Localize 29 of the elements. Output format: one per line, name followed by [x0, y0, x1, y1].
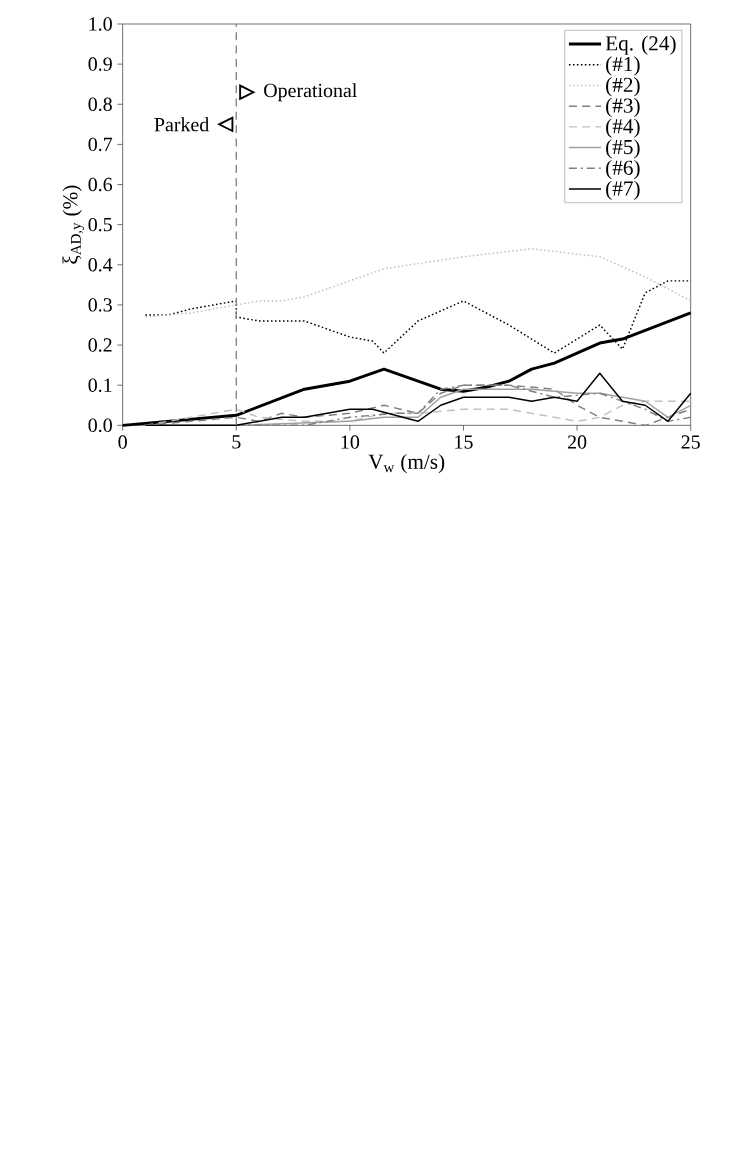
- x-tick-label: 0: [118, 435, 127, 449]
- legend-label: (#4): [606, 118, 640, 138]
- x-tick-label: 25: [681, 435, 700, 449]
- legend-label: (#5): [606, 139, 640, 159]
- x-tick-label: 5: [232, 435, 241, 449]
- y-tick-label: 0.7: [88, 137, 113, 152]
- y-tick-label: 0.1: [88, 378, 112, 392]
- y-tick-label: 0.9: [88, 57, 112, 71]
- y-tick-label: 0.4: [88, 258, 113, 272]
- annotation: Parked: [154, 117, 210, 132]
- y-tick-label: 0.2: [88, 338, 112, 352]
- x-tick-label: 10: [341, 435, 360, 449]
- legend-label: (#1): [606, 56, 640, 76]
- y-axis-title: ξ$_{AD,y}$ (%): [62, 185, 84, 264]
- legend-label: Eq. (24): [605, 35, 676, 55]
- x-tick-label: 20: [567, 435, 587, 449]
- y-tick-label: 0.3: [88, 298, 112, 312]
- legend-label: (#3): [606, 97, 640, 118]
- x-axis-title: V$_{w}$ (m/s): [368, 453, 445, 474]
- legend-label: (#6): [606, 159, 640, 180]
- legend-label: (#7): [606, 180, 640, 200]
- y-tick-label: 0.0: [88, 418, 112, 433]
- legend-label: (#2): [606, 77, 640, 97]
- y-tick-label: 1.0: [89, 17, 112, 31]
- x-tick-label: 15: [455, 435, 473, 449]
- annotation: Operational: [264, 83, 357, 102]
- y-tick-label: 0.5: [88, 217, 112, 232]
- y-tick-label: 0.6: [88, 177, 113, 192]
- y-tick-label: 0.8: [88, 97, 112, 112]
